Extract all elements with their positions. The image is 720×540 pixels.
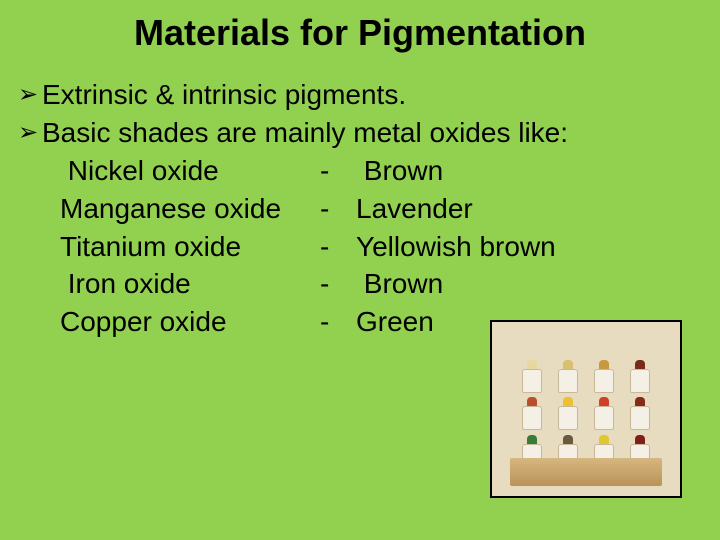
bullet-text: Extrinsic & intrinsic pigments. xyxy=(42,76,720,114)
bottle-body xyxy=(630,369,650,393)
oxide-name: Iron oxide xyxy=(60,265,320,303)
oxide-dash: - xyxy=(320,303,356,341)
oxide-name: Copper oxide xyxy=(60,303,320,341)
pigment-tray xyxy=(510,351,662,486)
oxide-row: Manganese oxide - Lavender xyxy=(60,190,720,228)
oxide-name: Manganese oxide xyxy=(60,190,320,228)
bullet-text: Basic shades are mainly metal oxides lik… xyxy=(42,114,720,152)
bullet-item: ➢ Basic shades are mainly metal oxides l… xyxy=(18,114,720,152)
pigment-bottle xyxy=(552,358,585,393)
oxide-name: Nickel oxide xyxy=(60,152,320,190)
oxide-dash: - xyxy=(320,152,356,190)
bottle-body xyxy=(522,406,542,430)
oxide-row: Iron oxide - Brown xyxy=(60,265,720,303)
oxide-list: Nickel oxide - Brown Manganese oxide - L… xyxy=(18,152,720,341)
oxide-dash: - xyxy=(320,265,356,303)
oxide-dash: - xyxy=(320,190,356,228)
oxide-color: Green xyxy=(356,303,434,341)
pigment-bottle xyxy=(588,358,621,393)
bottle-body xyxy=(594,406,614,430)
oxide-color: Brown xyxy=(356,265,443,303)
pigment-bottle xyxy=(516,396,549,431)
bullet-item: ➢ Extrinsic & intrinsic pigments. xyxy=(18,76,720,114)
pigment-bottle xyxy=(623,396,656,431)
pigment-bottle xyxy=(623,358,656,393)
bottle-body xyxy=(594,369,614,393)
oxide-color: Yellowish brown xyxy=(356,228,556,266)
oxide-dash: - xyxy=(320,228,356,266)
bottle-grid xyxy=(516,358,656,468)
bottle-body xyxy=(558,406,578,430)
oxide-row: Nickel oxide - Brown xyxy=(60,152,720,190)
chevron-right-icon: ➢ xyxy=(18,114,42,152)
tray-base xyxy=(510,458,662,486)
slide-content: ➢ Extrinsic & intrinsic pigments. ➢ Basi… xyxy=(0,64,720,341)
oxide-color: Lavender xyxy=(356,190,473,228)
bottle-body xyxy=(558,369,578,393)
chevron-right-icon: ➢ xyxy=(18,76,42,114)
bottle-body xyxy=(522,369,542,393)
oxide-row: Titanium oxide - Yellowish brown xyxy=(60,228,720,266)
pigment-bottles-image xyxy=(490,320,682,498)
pigment-bottle xyxy=(588,396,621,431)
pigment-bottle xyxy=(552,396,585,431)
bottle-body xyxy=(630,406,650,430)
oxide-color: Brown xyxy=(356,152,443,190)
pigment-bottle xyxy=(516,358,549,393)
slide-title: Materials for Pigmentation xyxy=(0,0,720,64)
oxide-name: Titanium oxide xyxy=(60,228,320,266)
